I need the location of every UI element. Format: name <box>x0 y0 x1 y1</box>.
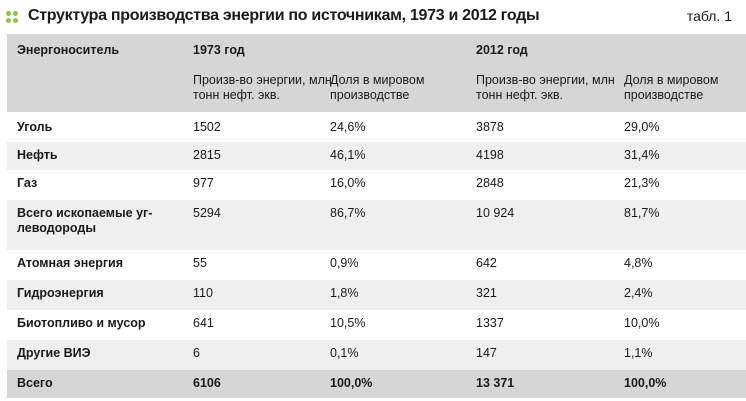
table-cell: 6 <box>193 346 200 360</box>
table-cell: 1337 <box>476 316 504 330</box>
table-row: Гидроэнергия 110 1,8% 321 2,4% <box>7 280 746 310</box>
table-cell: 24,6% <box>330 120 366 134</box>
table-cell: 641 <box>193 316 214 330</box>
row-label: Газ <box>17 176 38 190</box>
row-label: Другие ВИЭ <box>17 346 91 360</box>
header-cell: 1973 год <box>193 43 245 57</box>
table-cell: 10,5% <box>330 316 366 330</box>
table-cell: 21,3% <box>624 176 660 190</box>
row-label: Всего ископаемые уг­леводороды <box>17 206 153 235</box>
table-cell: 29,0% <box>624 120 660 134</box>
table-cell: 1502 <box>193 120 221 134</box>
subheader-cell: Произв-во энергии, млн тонн нефт. экв. <box>476 73 615 102</box>
table-cell: 100,0% <box>624 376 667 390</box>
table-cell: 10,0% <box>624 316 660 330</box>
table-cell: 0,9% <box>330 256 359 270</box>
table-row: Уголь 1502 24,6% 3878 29,0% <box>7 114 746 142</box>
row-label: Биотопливо и мусор <box>17 316 146 330</box>
table-cell: 86,7% <box>330 206 366 220</box>
table-cell: 3878 <box>476 120 504 134</box>
subheader-cell: Произв-во энергии, млн тонн нефт. экв. <box>193 73 332 102</box>
table-row: Другие ВИЭ 6 0,1% 147 1,1% <box>7 340 746 370</box>
row-label: Гидроэнергия <box>17 286 104 300</box>
row-label: Всего <box>17 376 53 390</box>
row-label: Нефть <box>17 148 58 162</box>
table-cell: 46,1% <box>330 148 366 162</box>
header-cell: 2012 год <box>476 43 528 57</box>
table-cell: 6106 <box>193 376 221 390</box>
table-cell: 2815 <box>193 148 221 162</box>
table-cell: 1,8% <box>330 286 359 300</box>
table-cell: 13 371 <box>476 376 515 390</box>
title-icon <box>6 11 20 25</box>
subheader-cell: Доля в мировом производстве <box>624 73 719 102</box>
table-cell: 147 <box>476 346 497 360</box>
table-cell: 2,4% <box>624 286 653 300</box>
table-cell: 977 <box>193 176 214 190</box>
table-cell: 642 <box>476 256 497 270</box>
table-cell: 16,0% <box>330 176 366 190</box>
subheader-cell: Доля в мировом производстве <box>330 73 425 102</box>
row-label: Атомная энергия <box>17 256 124 270</box>
header-cell: Энергоноситель <box>17 43 120 57</box>
table-row: Всего ископаемые уг­леводороды 5294 86,7% 1… <box>7 200 746 250</box>
table-cell: 100,0% <box>330 376 373 390</box>
table-row: Биотопливо и мусор 641 10,5% 1337 10,0% <box>7 310 746 340</box>
table-cell: 10 924 <box>476 206 515 220</box>
table-cell: 2848 <box>476 176 504 190</box>
table-cell: 321 <box>476 286 497 300</box>
table-cell: 1,1% <box>624 346 653 360</box>
table-cell: 110 <box>193 286 213 300</box>
table-row: Атомная энергия 55 0,9% 642 4,8% <box>7 250 746 280</box>
table-label: табл. 1 <box>686 8 732 24</box>
table-cell: 4,8% <box>624 256 653 270</box>
table-cell: 4198 <box>476 148 504 162</box>
table-cell: 5294 <box>193 206 221 220</box>
row-label: Уголь <box>17 120 53 134</box>
table-row: Всего 6106 100,0% 13 371 100,0% <box>7 370 746 398</box>
header-row: Энергоноситель 1973 год 2012 год Произв-во … <box>7 34 746 112</box>
table-cell: 0,1% <box>330 346 359 360</box>
table-cell: 81,7% <box>624 206 660 220</box>
title: Структура производства энергии по источн… <box>28 7 540 24</box>
table-cell: 55 <box>193 256 207 270</box>
table-cell: 31,4% <box>624 148 660 162</box>
table-row: Нефть 2815 46,1% 4198 31,4% <box>7 142 746 170</box>
table-row: Газ 977 16,0% 2848 21,3% <box>7 170 746 200</box>
